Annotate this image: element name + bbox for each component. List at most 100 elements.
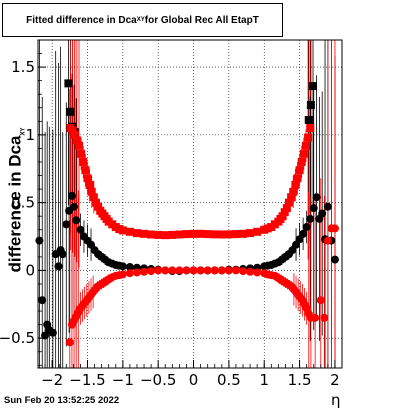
- data-point-circle: [175, 266, 184, 275]
- data-point-square: [87, 187, 96, 196]
- data-point-circle: [118, 262, 127, 271]
- data-point-circle: [38, 296, 47, 305]
- data-point-circle: [330, 224, 339, 233]
- data-point-square: [70, 130, 79, 139]
- data-point-circle: [154, 266, 163, 275]
- y-axis-label-subscript: XY: [20, 127, 27, 136]
- grid-lines: [38, 40, 342, 368]
- data-point-circle: [246, 267, 255, 276]
- data-point-square: [72, 136, 81, 145]
- data-point-square: [293, 174, 302, 183]
- data-point-square: [210, 230, 219, 239]
- y-axis-label-main: difference in Dca: [5, 135, 25, 273]
- x-tick-label: −1: [112, 371, 134, 389]
- data-point-square: [289, 187, 298, 196]
- data-point-circle: [54, 262, 63, 271]
- data-point-square: [284, 198, 293, 207]
- data-point-circle: [140, 267, 149, 276]
- data-point-square: [147, 230, 156, 239]
- y-tick-label: 0.5: [11, 194, 35, 212]
- y-tick-label: −0.5: [0, 329, 35, 347]
- data-point-square: [280, 208, 289, 217]
- x-axis-label: η: [331, 391, 341, 409]
- data-point-circle: [72, 216, 81, 225]
- chart-title-main: Fitted difference in Dca: [26, 14, 137, 26]
- data-point-circle: [318, 209, 327, 218]
- data-point-square: [79, 157, 88, 166]
- data-point-circle: [62, 220, 71, 229]
- x-tick-label: 1.5: [288, 371, 312, 389]
- data-point-square: [291, 181, 300, 190]
- data-point-square: [306, 101, 315, 110]
- data-point-square: [224, 230, 233, 239]
- data-point-square: [175, 230, 184, 239]
- data-point-square: [304, 115, 313, 124]
- data-point-circle: [118, 270, 127, 279]
- y-tick-label: 0: [25, 261, 35, 279]
- data-point-circle: [41, 331, 50, 340]
- data-point-square: [85, 181, 94, 190]
- data-point-square: [68, 126, 77, 135]
- x-tick-label: 1: [259, 371, 269, 389]
- x-tick-label: 2: [330, 371, 340, 389]
- data-point-square: [306, 124, 315, 133]
- data-point-circle: [125, 269, 134, 278]
- data-point-circle: [203, 266, 212, 275]
- data-point-circle: [323, 202, 332, 211]
- data-point-circle: [58, 250, 67, 259]
- data-point-square: [125, 227, 134, 236]
- data-point-square: [282, 204, 291, 213]
- data-point-circle: [67, 191, 76, 200]
- data-point-square: [154, 230, 163, 239]
- x-tick-label: 0: [189, 371, 199, 389]
- data-point-circle: [330, 255, 339, 264]
- chart-title-subscript: XY: [136, 17, 145, 23]
- data-point-square: [64, 79, 73, 88]
- data-point-square: [301, 141, 310, 150]
- data-point-circle: [311, 313, 320, 322]
- data-point-square: [239, 229, 248, 238]
- y-axis-label: difference in DcaXY: [5, 127, 26, 272]
- data-point-circle: [312, 193, 321, 202]
- data-point-square: [83, 174, 92, 183]
- chart-title-rest: for Global Rec All EtapT: [144, 14, 259, 26]
- data-point-square: [182, 230, 191, 239]
- data-point-square: [168, 230, 177, 239]
- data-point-square: [304, 133, 313, 142]
- data-point-square: [75, 141, 84, 150]
- data-point-circle: [239, 267, 248, 276]
- data-point-square: [203, 230, 212, 239]
- data-point-square: [278, 212, 287, 221]
- data-point-square: [91, 198, 100, 207]
- data-point-square: [66, 107, 75, 116]
- axes: −2 −1.5 −1 −0.5 0 0.5 1 1.5 2 −0.5 0 0.5 1 1.5: [0, 39, 343, 389]
- data-point-square: [140, 229, 149, 238]
- data-point-square: [132, 229, 141, 238]
- data-point-circle: [306, 214, 315, 223]
- y-tick-label: 1: [25, 126, 35, 144]
- data-point-circle: [147, 267, 156, 276]
- data-point-circle: [76, 225, 85, 234]
- data-point-square: [246, 229, 255, 238]
- data-point-circle: [189, 266, 198, 275]
- datestamp: Sun Feb 20 13:52:25 2022: [4, 395, 120, 406]
- data-point-circle: [182, 266, 191, 275]
- data-point-square: [189, 229, 198, 238]
- data-point-circle: [323, 236, 332, 245]
- data-point-square: [89, 193, 98, 202]
- data-point-circle: [196, 266, 205, 275]
- data-point-circle: [65, 338, 74, 347]
- data-point-circle: [210, 266, 219, 275]
- data-point-circle: [302, 223, 311, 232]
- data-point-circle: [132, 268, 141, 277]
- data-markers: [35, 79, 339, 347]
- data-point-square: [309, 82, 318, 91]
- data-point-square: [81, 166, 90, 175]
- data-point-square: [196, 229, 205, 238]
- data-point-circle: [231, 266, 240, 275]
- chart-title: Fitted difference in Dca XY for Global Re…: [2, 3, 283, 37]
- data-point-circle: [316, 296, 325, 305]
- data-point-circle: [35, 236, 44, 245]
- data-point-circle: [224, 266, 233, 275]
